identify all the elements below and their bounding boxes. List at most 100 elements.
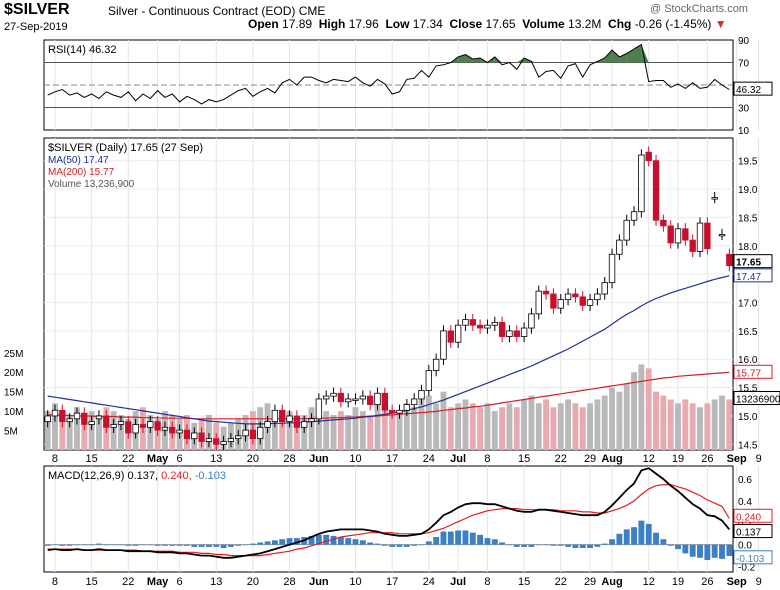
candle-body	[235, 435, 242, 440]
volume-value-label-box	[733, 391, 780, 406]
candle-body	[638, 154, 645, 213]
candle-body	[579, 296, 586, 306]
x-axis-label: 10	[349, 453, 361, 465]
x-axis-label-bottom: 29	[584, 576, 596, 588]
candle-body	[44, 415, 51, 423]
x-axis-label-bottom: 22	[122, 576, 134, 588]
volume-bar	[513, 407, 520, 450]
volume-bar	[440, 391, 447, 450]
macd-histogram-bar	[359, 540, 366, 545]
volume-bar	[601, 395, 608, 450]
volume-bar	[631, 372, 637, 450]
macd-signal-line	[47, 484, 730, 557]
volume-bar	[550, 407, 557, 450]
macd-histogram-bar	[198, 544, 205, 547]
candle-body	[704, 222, 711, 250]
candle-body	[286, 415, 293, 423]
macd-histogram-bar	[110, 544, 117, 546]
volume-bar	[506, 403, 513, 450]
candle-body	[418, 390, 425, 400]
x-axis-label-bottom: Jun	[309, 576, 329, 588]
volume-bar	[653, 391, 659, 450]
volume-bar	[543, 399, 550, 450]
volume-legend: Volume 13,236,900	[48, 179, 135, 190]
rsi-overbought-fill	[604, 50, 613, 63]
macd-histogram-bar	[506, 544, 513, 546]
candle-body	[718, 234, 726, 237]
candle-body	[674, 228, 682, 244]
macd-histogram-bar	[660, 539, 667, 545]
volume-tick-label: 10M	[4, 407, 23, 418]
volume-bar	[499, 407, 506, 450]
macd-histogram-bar	[396, 544, 403, 547]
volume-bar	[374, 403, 381, 450]
candle-body	[425, 370, 432, 391]
candle-body	[323, 395, 330, 400]
macd-histogram-bar	[418, 544, 425, 546]
candle-body	[352, 398, 359, 401]
volume-bar	[719, 395, 725, 450]
quote-line: Open 17.89 High 17.96 Low 17.34 Close 17…	[248, 17, 727, 31]
macd-histogram-bar	[286, 538, 293, 545]
macd-histogram-bar	[162, 544, 168, 546]
volume-bar	[59, 411, 66, 450]
macd-histogram-bar	[579, 544, 586, 548]
candle-body	[491, 321, 498, 326]
volume-bar	[352, 407, 359, 450]
x-axis-label-bottom: 28	[283, 576, 295, 588]
volume-bar	[345, 415, 352, 450]
candle-body	[594, 293, 601, 301]
volume-label: Volume	[522, 17, 565, 31]
x-axis-label-bottom: 15	[86, 576, 98, 588]
candle-body	[645, 151, 652, 162]
macd-histogram-bar	[447, 531, 454, 545]
volume-bar	[381, 411, 388, 450]
candle-body	[271, 409, 279, 423]
volume-bar	[557, 403, 564, 450]
volume-bar	[286, 411, 293, 450]
volume-bar	[469, 403, 476, 450]
candle-body	[374, 392, 381, 406]
volume-bar	[528, 395, 535, 450]
volume-bar	[337, 411, 344, 450]
close-value: 17.65	[485, 17, 516, 31]
macd-histogram-bar	[667, 544, 674, 546]
candle-body	[520, 327, 528, 337]
candle-body	[359, 395, 367, 400]
candle-body	[301, 421, 308, 428]
macd-histogram-bar	[484, 538, 491, 545]
x-axis-label: 24	[423, 453, 435, 465]
macd-histogram-bar	[205, 544, 212, 547]
candle-body	[125, 421, 132, 434]
candle-body	[447, 330, 454, 343]
rsi-overbought-fill	[531, 61, 539, 63]
candle-body	[440, 330, 447, 360]
candle-body	[103, 415, 110, 428]
x-axis-label-bottom: 9	[756, 576, 762, 588]
candle-body	[132, 424, 139, 434]
macd-histogram-bar	[440, 531, 447, 545]
macd-histogram-bar	[543, 544, 550, 546]
macd-histogram-bar	[682, 544, 689, 554]
macd-histogram-bar	[103, 544, 110, 546]
candle-body	[337, 392, 345, 403]
candle-body	[198, 432, 205, 442]
candle-body	[484, 324, 491, 329]
description-text: Silver - Continuous Contract (EOD)	[108, 4, 296, 18]
candle-body	[572, 293, 579, 298]
symbol-title: $SILVER	[4, 1, 70, 18]
volume-bar	[572, 403, 579, 450]
rsi-line	[47, 43, 730, 105]
macd-histogram-bar	[81, 544, 88, 546]
macd-legend-prefix: MACD(12,26,9)	[48, 470, 127, 482]
x-axis-label: 28	[283, 453, 295, 465]
volume-bar	[484, 403, 491, 450]
x-axis-label: 26	[701, 453, 713, 465]
rsi-overbought-fill	[619, 53, 627, 63]
macd-histogram-bar	[264, 541, 271, 545]
price-legend: $SILVER (Daily) 17.65 (27 Sep)	[48, 142, 203, 154]
volume-bar	[587, 403, 594, 450]
candle-body	[513, 330, 520, 337]
macd-histogram-bar	[491, 539, 498, 545]
